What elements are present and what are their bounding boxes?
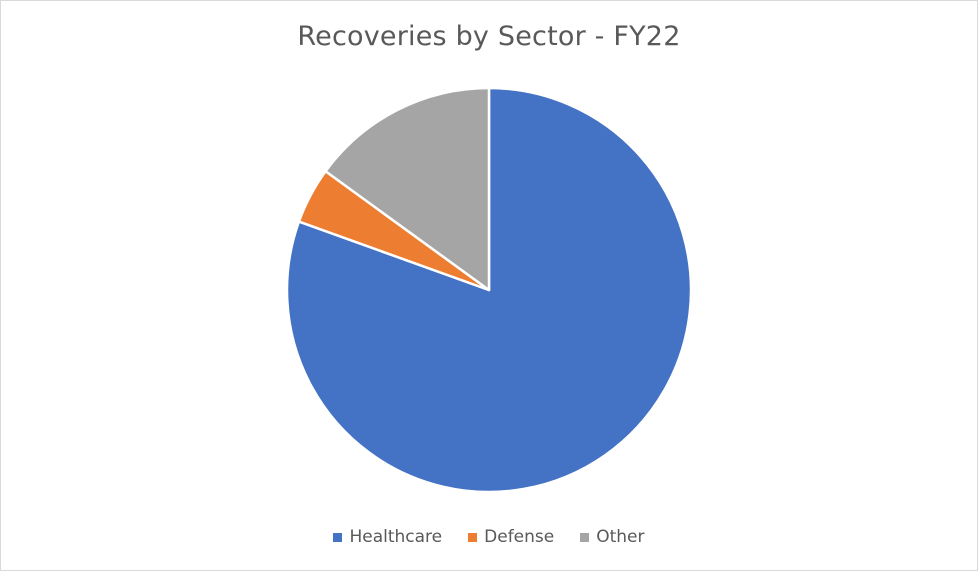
- legend-swatch-defense: [468, 532, 478, 542]
- pie-slice-other: [324, 86, 491, 292]
- legend-label: Other: [596, 527, 645, 547]
- legend-label: Defense: [484, 527, 555, 547]
- legend-swatch-other: [580, 532, 590, 542]
- chart-title: Recoveries by Sector - FY22: [297, 21, 681, 52]
- legend-swatch-healthcare: [333, 532, 343, 542]
- legend-item-healthcare: Healthcare: [333, 527, 442, 547]
- legend-item-other: Other: [580, 527, 645, 547]
- legend: Healthcare Defense Other: [1, 527, 977, 547]
- legend-label: Healthcare: [349, 527, 443, 547]
- pie-slices: [285, 86, 693, 494]
- legend-item-defense: Defense: [468, 527, 554, 547]
